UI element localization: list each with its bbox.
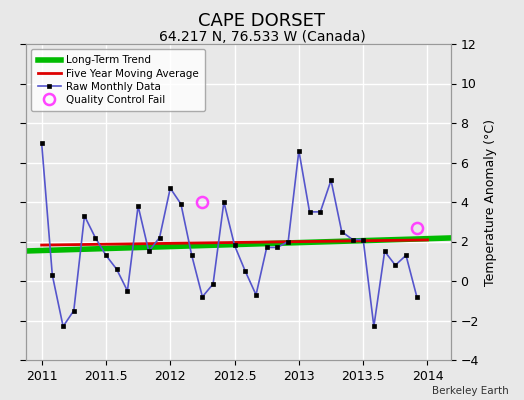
Raw Monthly Data bbox=[350, 237, 356, 242]
Raw Monthly Data bbox=[274, 245, 280, 250]
Y-axis label: Temperature Anomaly (°C): Temperature Anomaly (°C) bbox=[484, 118, 497, 286]
Raw Monthly Data bbox=[157, 235, 163, 240]
Quality Control Fail bbox=[199, 200, 205, 204]
Raw Monthly Data bbox=[381, 249, 388, 254]
Raw Monthly Data bbox=[124, 288, 130, 293]
Raw Monthly Data bbox=[232, 243, 238, 248]
Raw Monthly Data bbox=[264, 245, 270, 250]
Text: CAPE DORSET: CAPE DORSET bbox=[199, 12, 325, 30]
Raw Monthly Data bbox=[210, 282, 216, 286]
Raw Monthly Data bbox=[285, 239, 291, 244]
Raw Monthly Data bbox=[242, 269, 248, 274]
Raw Monthly Data bbox=[60, 324, 66, 329]
Text: 64.217 N, 76.533 W (Canada): 64.217 N, 76.533 W (Canada) bbox=[159, 30, 365, 44]
Raw Monthly Data bbox=[307, 210, 313, 214]
Legend: Long-Term Trend, Five Year Moving Average, Raw Monthly Data, Quality Control Fai: Long-Term Trend, Five Year Moving Averag… bbox=[31, 49, 205, 111]
Line: Raw Monthly Data: Raw Monthly Data bbox=[39, 141, 419, 328]
Raw Monthly Data bbox=[167, 186, 173, 190]
Raw Monthly Data bbox=[49, 273, 56, 278]
Raw Monthly Data bbox=[38, 140, 45, 145]
Raw Monthly Data bbox=[392, 263, 398, 268]
Raw Monthly Data bbox=[403, 253, 409, 258]
Raw Monthly Data bbox=[103, 253, 109, 258]
Raw Monthly Data bbox=[221, 200, 227, 204]
Raw Monthly Data bbox=[253, 292, 259, 297]
Raw Monthly Data bbox=[296, 148, 302, 153]
Text: Berkeley Earth: Berkeley Earth bbox=[432, 386, 508, 396]
Raw Monthly Data bbox=[339, 229, 345, 234]
Raw Monthly Data bbox=[81, 214, 88, 218]
Raw Monthly Data bbox=[370, 324, 377, 329]
Raw Monthly Data bbox=[92, 235, 99, 240]
Raw Monthly Data bbox=[71, 308, 77, 313]
Quality Control Fail bbox=[413, 225, 420, 230]
Raw Monthly Data bbox=[114, 267, 120, 272]
Raw Monthly Data bbox=[317, 210, 323, 214]
Raw Monthly Data bbox=[178, 202, 184, 206]
Raw Monthly Data bbox=[199, 294, 205, 299]
Raw Monthly Data bbox=[189, 253, 195, 258]
Raw Monthly Data bbox=[328, 178, 334, 183]
Raw Monthly Data bbox=[146, 249, 152, 254]
Raw Monthly Data bbox=[413, 294, 420, 299]
Raw Monthly Data bbox=[135, 204, 141, 208]
Line: Quality Control Fail: Quality Control Fail bbox=[197, 196, 422, 233]
Raw Monthly Data bbox=[360, 237, 366, 242]
